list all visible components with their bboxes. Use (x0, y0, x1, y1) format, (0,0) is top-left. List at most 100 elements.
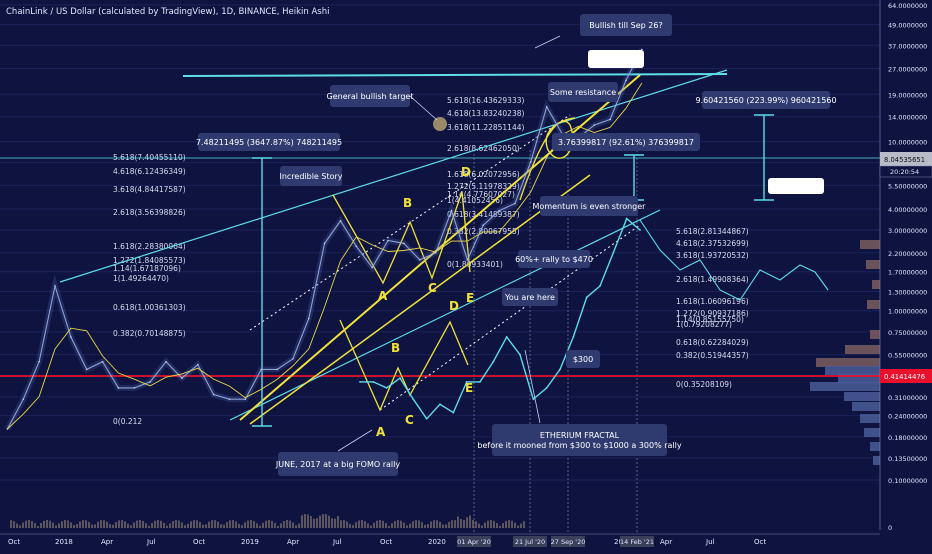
volume-bar (337, 515, 339, 528)
volume-bar (514, 522, 516, 528)
volume-bar (445, 524, 447, 528)
volume-bar (196, 520, 198, 528)
volume-bar (64, 520, 66, 528)
volume-bar (322, 514, 324, 528)
volume-bar (193, 520, 195, 528)
volume-profile-bar (838, 374, 880, 383)
callout-incredible-story[interactable]: Incredible Story (279, 166, 343, 186)
x-highlight-label: 01 Apr '20 (457, 538, 491, 546)
volume-bar (397, 520, 399, 528)
fib-left-label: 0(0.212 (113, 417, 142, 426)
measure-label-small-bg (768, 178, 824, 194)
callout-general-target-bg (330, 85, 410, 107)
series-point-linkusd (101, 360, 104, 363)
x-tick-label: 2020 (428, 538, 446, 546)
volume-bar (367, 523, 369, 528)
volume-bar (406, 525, 408, 528)
measure-label-small-text: 4.32855315 (772, 182, 820, 191)
series-point-linkusd (260, 368, 262, 371)
callout-bullish-sep26[interactable]: Bullish till Sep 26? (580, 14, 672, 36)
volume-bar (259, 525, 261, 528)
callout-pointer (409, 95, 438, 121)
callout-you-are-here[interactable]: You are here (502, 288, 558, 306)
fib-right-label: 0.382(0.51944357) (676, 351, 749, 360)
measure-label-mid[interactable]: 3.76399817 (92.61%) 376399817 (552, 133, 700, 151)
series-point-linkusd (307, 317, 310, 320)
volume-bar (487, 520, 489, 528)
x-tick-label: Apr (287, 538, 299, 546)
volume-bar (364, 521, 366, 528)
volume-bar (418, 520, 420, 528)
y-tick-label: 27.0000000 (888, 65, 927, 73)
volume-bar (442, 524, 444, 528)
fib-mid-label: 0(1.80933401) (447, 260, 503, 269)
volume-bar (22, 522, 24, 528)
volume-profile-bar (866, 260, 880, 269)
volume-bar (46, 520, 48, 528)
volume-bars (10, 514, 525, 528)
volume-bar (481, 525, 483, 528)
volume-bar (88, 521, 90, 528)
fib-left-label: 1.272(1.84085573) (113, 256, 186, 265)
volume-bar (457, 516, 459, 528)
callout-june-2017[interactable]: JUNE, 2017 at a big FOMO rally (275, 452, 400, 476)
wave-label: D (461, 165, 471, 179)
measure-label-small[interactable]: 4.32855315 (768, 178, 824, 194)
volume-bar (25, 520, 27, 528)
fib-left-label: 1.618(2.28380064) (113, 242, 186, 251)
y-tick-label: 0.55000000 (888, 352, 927, 360)
volume-bar (316, 518, 318, 528)
volume-bar (52, 522, 54, 528)
volume-bar (505, 520, 507, 528)
series-point-linkusd (149, 381, 151, 383)
fib-mid-label: 3.618(11.22851144) (447, 123, 524, 132)
volume-bar (10, 520, 12, 528)
callout-you-are-here-text: You are here (504, 293, 555, 302)
x-tick-label: Apr (660, 538, 672, 546)
y-tick-label: 10.0000000 (888, 138, 927, 146)
callout-momentum[interactable]: Momentum is even stronger (533, 196, 647, 216)
callout-rally-470[interactable]: 60%+ rally to $470 (515, 250, 593, 268)
volume-bar (478, 523, 480, 528)
callout-300[interactable]: $300 (566, 350, 600, 368)
fib-mid-label: 1.272(5.11978329) (447, 182, 520, 191)
series-point-linkusd (514, 202, 516, 205)
callout-some-resistance[interactable]: Some resistance (548, 82, 618, 102)
measure-label-left[interactable]: 7.48211495 (3647.87%) 748211495 (196, 133, 342, 151)
y-tick-label: 37.0000000 (888, 42, 927, 50)
volume-bar (355, 522, 357, 528)
series-point-linkusd (355, 245, 358, 248)
volume-profile-bar (870, 330, 880, 339)
y-tick-label: 1.30000000 (888, 288, 927, 296)
volume-bar (499, 525, 501, 528)
volume-bar (208, 521, 210, 528)
measure-label-left-bg (198, 133, 340, 151)
x-highlight-label: 21 Jul '20 (515, 538, 545, 546)
volume-profile-bar (873, 456, 880, 465)
series-point-eth-fractal (465, 380, 468, 383)
volume-bar (247, 520, 249, 528)
callout-eth-fractal-text: before it mooned from $300 to $1000 a 30… (477, 441, 682, 450)
y-tick-label: 1.70000000 (888, 269, 927, 277)
volume-bar (373, 522, 375, 528)
volume-bar (331, 518, 333, 528)
series-point-eth-fractal (532, 398, 535, 401)
measure-label-target[interactable]: 24.42256592 (588, 50, 644, 68)
y-tick-label: 64.0000000 (888, 2, 927, 10)
fib-left-label: 1.14(1.67187096) (113, 264, 181, 273)
callout-general-target[interactable]: General bullish target (327, 85, 414, 107)
measure-label-right[interactable]: 9.60421560 (223.99%) 960421560 (695, 91, 837, 109)
x-highlight-bg (620, 536, 654, 547)
fib-right-label: 4.618(2.37532699) (676, 239, 749, 248)
series-point-eth-fractal (425, 417, 428, 420)
callouts[interactable]: Bullish till Sep 26? General bullish targ… (196, 14, 837, 476)
volume-bar (151, 522, 153, 528)
volume-profile-bar (860, 240, 880, 249)
y-tick-label: 0.24000000 (888, 413, 927, 421)
volume-bar (166, 525, 168, 528)
volume-bar (28, 520, 30, 528)
volume-bar (235, 521, 237, 528)
